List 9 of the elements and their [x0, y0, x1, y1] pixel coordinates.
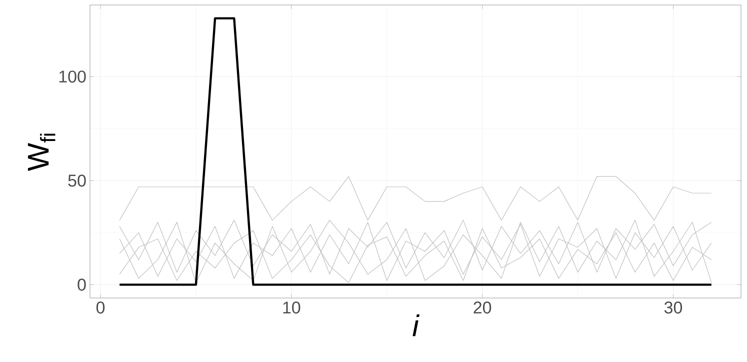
y-tick-label: 0 [78, 278, 86, 291]
y-tick-label: 100 [59, 70, 86, 83]
x-tick-label: 0 [96, 302, 105, 314]
y-tick-label: 50 [68, 174, 86, 187]
x-tick-label: 30 [664, 302, 682, 314]
x-tick-label: 20 [474, 302, 492, 314]
x-tick-label: 10 [283, 302, 300, 314]
y-axis-title: W$_{fi}$ [28, 134, 56, 172]
x-axis-title: i [412, 314, 420, 336]
